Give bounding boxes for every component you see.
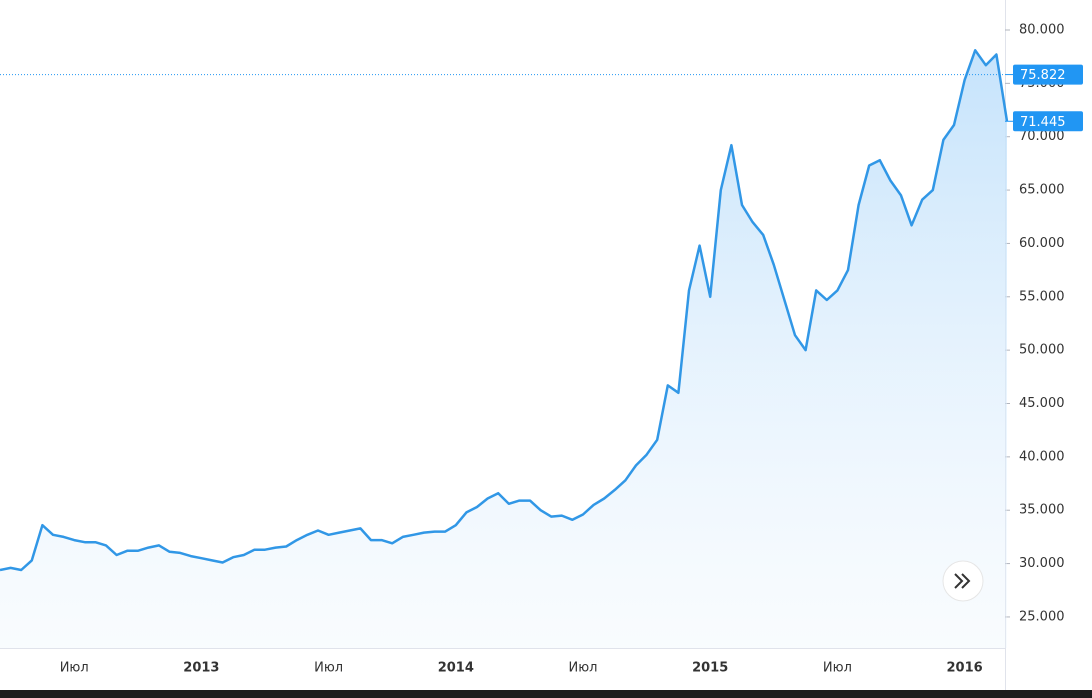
x-tick-label: Июл xyxy=(823,661,852,676)
x-tick-label: 2016 xyxy=(947,661,983,676)
y-tick-label: 80.000 xyxy=(1019,22,1065,37)
x-tick-label: 2014 xyxy=(438,661,474,676)
x-tick-label: Июл xyxy=(314,661,343,676)
price-label: 75.822 xyxy=(1020,68,1066,83)
y-tick-label: 70.000 xyxy=(1019,129,1065,144)
button-icon[interactable] xyxy=(954,573,971,589)
y-tick-label: 25.000 xyxy=(1019,609,1065,624)
y-tick-label: 60.000 xyxy=(1019,236,1065,251)
area xyxy=(0,50,1007,649)
scroll-button[interactable] xyxy=(942,560,984,602)
y-tick-label: 50.000 xyxy=(1019,343,1065,358)
bottom-bar xyxy=(0,690,1092,698)
price-label-box xyxy=(1013,64,1083,85)
x-tick-label: 2013 xyxy=(183,661,219,676)
price-label-box xyxy=(1013,111,1083,132)
y-tick-label: 30.000 xyxy=(1019,556,1065,571)
y-tick-label: 40.000 xyxy=(1019,449,1065,464)
x-tick-label: Июл xyxy=(569,661,598,676)
x-tick-label: 2015 xyxy=(692,661,728,676)
price-label: 71.445 xyxy=(1020,115,1066,130)
y-tick-label: 55.000 xyxy=(1019,289,1065,304)
y-tick-label: 35.000 xyxy=(1019,503,1065,518)
y-tick-label: 45.000 xyxy=(1019,396,1065,411)
x-tick-label: Июл xyxy=(60,661,89,676)
y-tick-label: 65.000 xyxy=(1019,183,1065,198)
line xyxy=(0,49,1009,572)
